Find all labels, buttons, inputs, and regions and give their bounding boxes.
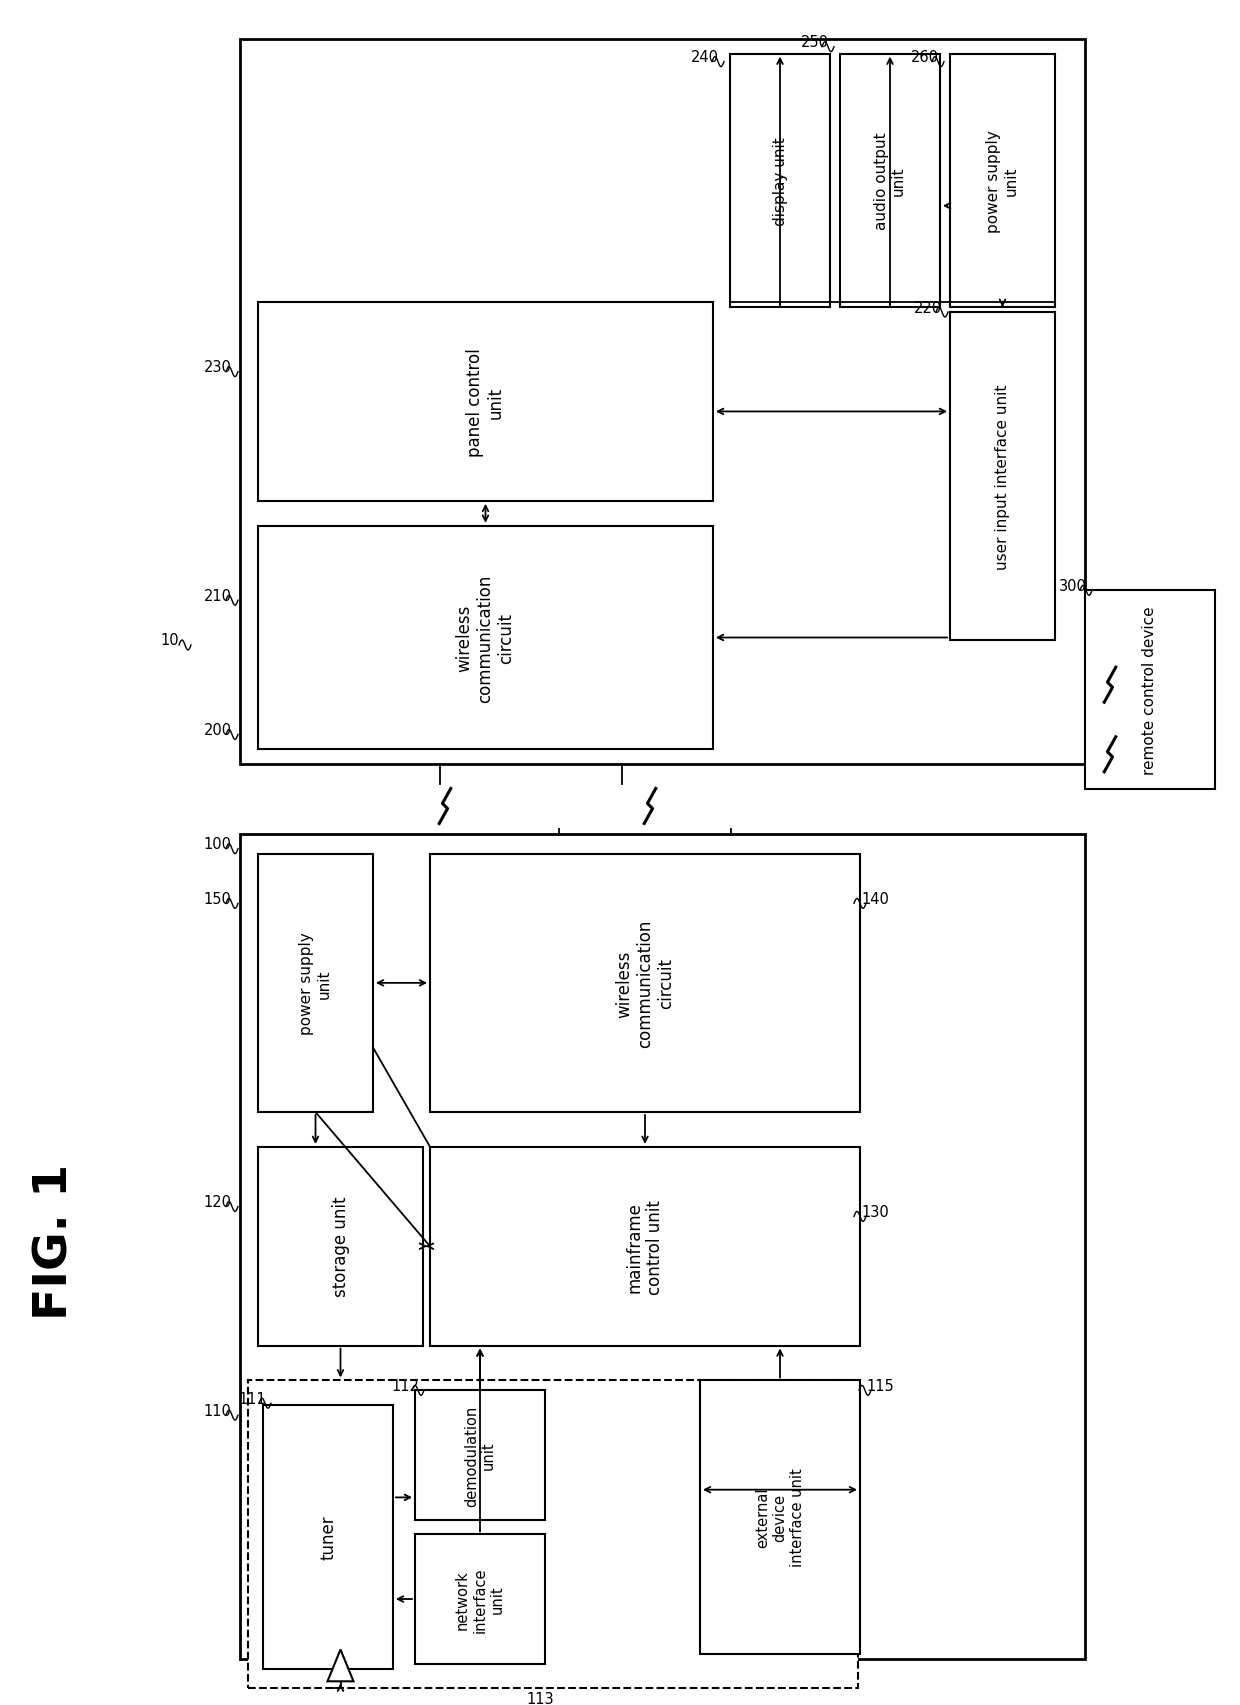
Text: tuner: tuner bbox=[319, 1514, 337, 1560]
Text: audio output
unit: audio output unit bbox=[874, 133, 906, 230]
Text: 220: 220 bbox=[914, 300, 942, 315]
Text: 260: 260 bbox=[911, 49, 939, 65]
Text: 113: 113 bbox=[526, 1691, 554, 1705]
Text: 150: 150 bbox=[203, 892, 231, 907]
Text: external
device
interface unit: external device interface unit bbox=[755, 1468, 805, 1567]
Text: 100: 100 bbox=[203, 837, 231, 852]
Text: power supply
unit: power supply unit bbox=[986, 130, 1019, 232]
Text: power supply
unit: power supply unit bbox=[299, 933, 332, 1035]
Text: 210: 210 bbox=[205, 588, 232, 604]
Bar bbox=[415, 1534, 546, 1664]
Text: panel control
unit: panel control unit bbox=[466, 348, 505, 457]
Text: display unit: display unit bbox=[773, 136, 787, 225]
Bar bbox=[730, 55, 830, 309]
Text: 120: 120 bbox=[203, 1194, 231, 1209]
Text: 10: 10 bbox=[161, 633, 180, 648]
Bar bbox=[950, 312, 1055, 641]
Bar bbox=[430, 854, 861, 1112]
Text: 140: 140 bbox=[861, 892, 889, 907]
Text: 130: 130 bbox=[861, 1204, 889, 1219]
Text: 230: 230 bbox=[205, 360, 232, 375]
Bar bbox=[258, 854, 373, 1112]
Text: user input interface unit: user input interface unit bbox=[994, 384, 1011, 569]
Text: 110: 110 bbox=[203, 1403, 231, 1419]
Text: 115: 115 bbox=[866, 1378, 894, 1393]
Bar bbox=[430, 1147, 861, 1345]
Text: remote control device: remote control device bbox=[1142, 605, 1157, 774]
Bar bbox=[1085, 592, 1215, 789]
Bar bbox=[415, 1391, 546, 1519]
Polygon shape bbox=[327, 1649, 353, 1681]
Text: 250: 250 bbox=[801, 36, 830, 49]
Text: mainframe
control unit: mainframe control unit bbox=[626, 1199, 665, 1294]
Bar bbox=[258, 303, 713, 501]
Bar bbox=[839, 55, 940, 309]
Text: 240: 240 bbox=[691, 49, 719, 65]
Bar bbox=[258, 1147, 423, 1345]
Text: demodulation
unit: demodulation unit bbox=[464, 1405, 496, 1506]
Text: storage unit: storage unit bbox=[331, 1197, 350, 1298]
Text: network
interface
unit: network interface unit bbox=[455, 1567, 505, 1632]
Text: FIG. 1: FIG. 1 bbox=[32, 1163, 77, 1320]
Text: wireless
communication
circuit: wireless communication circuit bbox=[456, 575, 516, 702]
Text: 112: 112 bbox=[391, 1378, 419, 1393]
Text: 300: 300 bbox=[1059, 578, 1087, 593]
Bar bbox=[950, 55, 1055, 309]
Text: 200: 200 bbox=[203, 723, 232, 738]
Bar bbox=[263, 1405, 393, 1669]
Bar bbox=[241, 39, 1085, 766]
Bar bbox=[241, 834, 1085, 1659]
Bar bbox=[701, 1381, 861, 1654]
Text: 111: 111 bbox=[238, 1391, 265, 1407]
Bar bbox=[248, 1381, 858, 1688]
Text: wireless
communication
circuit: wireless communication circuit bbox=[615, 919, 675, 1047]
Bar bbox=[258, 527, 713, 750]
